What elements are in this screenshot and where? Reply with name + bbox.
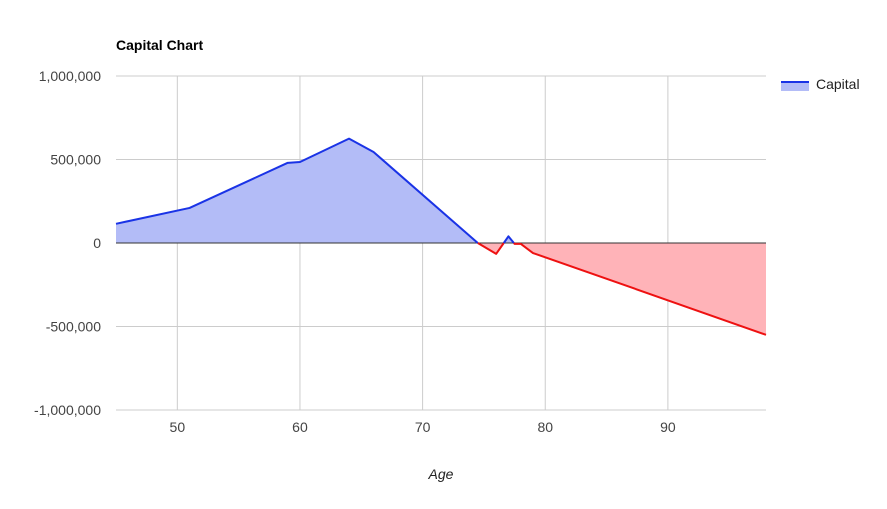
y-tick-label: 0 [93,235,101,251]
y-tick-label: -500,000 [46,319,101,335]
x-tick-label: 50 [170,419,186,435]
capital-line-positive [502,235,515,244]
legend-swatch [781,81,809,91]
x-tick-label: 80 [537,419,553,435]
x-tick-label: 60 [292,419,308,435]
y-tick-label: -1,000,000 [34,402,101,418]
x-axis-title: Age [428,466,454,482]
y-tick-label: 1,000,000 [39,68,101,84]
capital-line-negative [513,242,767,336]
x-tick-label: 70 [415,419,431,435]
y-axis-ticks: 1,000,000 500,000 0 -500,000 -1,000,000 [34,68,101,418]
capital-line-positive [115,137,479,244]
y-tick-label: 500,000 [50,152,101,168]
x-axis-ticks: 50 60 70 80 90 [170,419,676,435]
x-tick-label: 90 [660,419,676,435]
positive-area [116,138,478,243]
area-fills [116,138,766,335]
capital-line-negative [477,242,505,255]
chart-title: Capital Chart [116,37,203,53]
legend[interactable]: Capital [781,76,860,92]
legend-label: Capital [816,76,860,92]
series-lines [115,137,767,336]
